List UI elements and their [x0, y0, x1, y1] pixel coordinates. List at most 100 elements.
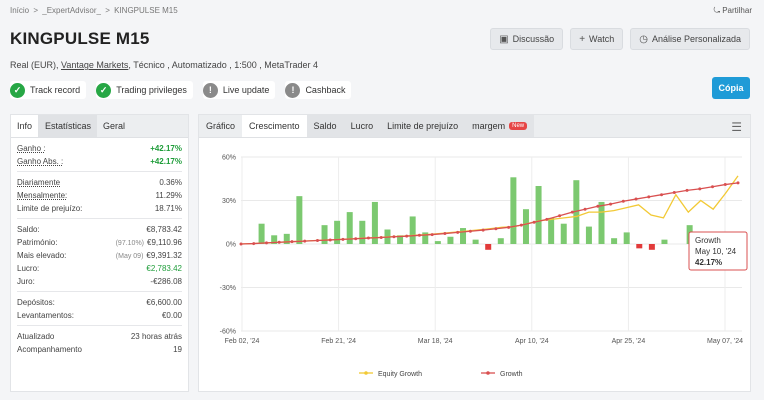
stat-label: Diariamente [17, 178, 61, 187]
badge-label: Track record [30, 85, 81, 95]
bar [548, 217, 555, 244]
stat-label: Acompanhamento [17, 345, 82, 354]
stat-value: 23 horas atrás [130, 332, 182, 341]
tab-drawdown[interactable]: Limite de prejuízo [380, 115, 466, 137]
bar [296, 196, 303, 244]
growth-point [392, 235, 396, 239]
growth-point [609, 202, 613, 206]
growth-point [430, 233, 434, 237]
x-tick-label: Feb 02, '24 [225, 338, 260, 345]
stat-label: Lucro: [17, 264, 40, 273]
bar [661, 239, 668, 244]
stat-label: Saldo: [17, 225, 40, 234]
growth-point [443, 232, 447, 236]
bar [409, 216, 416, 244]
bar [460, 228, 467, 244]
growth-point [660, 193, 664, 197]
stat-value: €8,783.42 [146, 225, 182, 234]
tooltip-box [688, 231, 748, 271]
stat-note: (May 09) [115, 253, 144, 260]
stat-label: Limite de prejuízo: [17, 204, 83, 213]
growth-point [481, 228, 485, 232]
tab-general[interactable]: Geral [103, 121, 126, 131]
watch-label: Watch [589, 34, 615, 44]
exclamation-icon: ! [202, 82, 218, 98]
share-button[interactable]: ⤿ Partilhar [714, 6, 752, 16]
tab-growth[interactable]: Crescimento [242, 115, 307, 137]
account-prefix: Real (EUR), [10, 60, 62, 70]
analysis-button[interactable]: ◷ Análise Personalizada [630, 28, 750, 50]
discussion-button[interactable]: ▣ Discussão [490, 28, 564, 50]
bar [522, 209, 529, 244]
stat-value: €6,600.00 [146, 298, 182, 307]
stat-value: 19 [173, 345, 182, 354]
account-suffix: , Técnico , Automatizado , 1:500 , MetaT… [128, 60, 318, 70]
growth-chart: 60% 30% 0% -30% -60% Feb 02, '24 Feb 21, '24 M… [220, 155, 748, 378]
plus-icon: + [579, 33, 586, 45]
analysis-label: Análise Personalizada [651, 34, 741, 44]
bar [485, 244, 492, 250]
legend-marker [364, 371, 368, 375]
tab-margin[interactable]: margem New [465, 115, 535, 137]
stat-amount: €9,391.32 [146, 251, 182, 260]
stat-deposits: Depósitos: €6,600.00 [17, 296, 182, 309]
stat-note: (97.10%) [115, 240, 144, 247]
stat-value: +42.17% [150, 157, 182, 166]
bar [535, 186, 542, 244]
badge-track-record: ✓ Track record [10, 81, 87, 99]
growth-point [366, 236, 370, 240]
growth-point [341, 237, 345, 241]
check-icon: ✓ [10, 82, 25, 98]
growth-point [239, 242, 243, 246]
badge-label: Live update [222, 85, 270, 95]
stat-label: Património: [17, 238, 58, 247]
stats-tabs: Info Estatísticas Geral [11, 115, 188, 138]
page-title: KINGPULSE M15 [10, 29, 150, 48]
bar [283, 233, 290, 244]
growth-point [290, 240, 294, 244]
stat-label: Mensalmente: [17, 191, 68, 200]
copy-button[interactable]: Cópia [712, 77, 750, 99]
breadcrumb-author[interactable]: _ExpertAdvisor_ [42, 6, 101, 15]
stat-tracking: Acompanhamento 19 [17, 343, 182, 356]
broker-link[interactable]: Vantage Markets [61, 60, 129, 70]
stat-equity: Património: (97.10%) €9,110.96 [17, 236, 182, 249]
check-icon: ✓ [96, 82, 112, 98]
growth-point [252, 242, 256, 246]
bar [598, 201, 605, 244]
chart-panel: Gráfico Crescimento Saldo Lucro Limite d… [198, 114, 751, 392]
growth-point [315, 239, 319, 243]
tab-info[interactable]: Info [11, 115, 40, 137]
growth-point [621, 199, 625, 203]
watch-button[interactable]: + Watch [570, 28, 624, 50]
bar [359, 220, 366, 244]
stat-drawdown: Limite de prejuízo: 18.71% [17, 202, 182, 215]
tab-chart[interactable]: Gráfico [206, 121, 236, 131]
bar [434, 241, 441, 244]
stat-value: €0.00 [161, 311, 182, 320]
bar [321, 225, 328, 244]
growth-point [711, 185, 715, 189]
chart-y-axis: 60% 30% 0% -30% -60% [220, 155, 236, 336]
y-tick-label: 30% [222, 198, 236, 205]
tab-balance[interactable]: Saldo [306, 115, 344, 137]
growth-point [277, 240, 281, 244]
growth-point [723, 183, 727, 187]
tab-statistics[interactable]: Estatísticas [39, 115, 98, 137]
clock-icon: ◷ [639, 33, 648, 45]
bar [510, 177, 517, 244]
breadcrumb-home[interactable]: Início [10, 6, 30, 15]
tooltip-date: May 10, '24 [695, 247, 737, 256]
stat-highest: Mais elevado: (May 09) €9,391.32 [17, 249, 182, 262]
new-badge: New [509, 122, 528, 130]
growth-point [456, 230, 460, 234]
chat-icon: ▣ [499, 33, 509, 45]
badge-live-update: ! Live update [202, 81, 276, 99]
growth-point [685, 188, 689, 192]
settings-sliders-icon[interactable]: ☰ [731, 120, 742, 134]
x-tick-label: Feb 21, '24 [321, 338, 356, 345]
divider [17, 171, 182, 172]
tab-profit[interactable]: Lucro [343, 115, 381, 137]
growth-point [634, 197, 638, 201]
bar [560, 223, 567, 244]
